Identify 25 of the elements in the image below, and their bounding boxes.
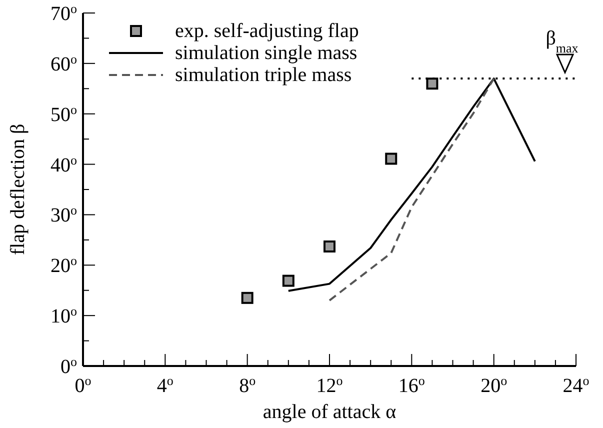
point: [241, 292, 254, 304]
point: [385, 152, 398, 165]
x-tick-label: 20$^{o}$: [480, 372, 508, 397]
y-tick-label: 70$^{o}$: [50, 0, 77, 25]
x-tick-label: 24$^{o}$: [562, 372, 590, 397]
x-axis-title: angle of attack α: [262, 401, 397, 423]
x-tick-label: 8$^{o}$: [239, 372, 256, 397]
y-tick-label: 60$^{o}$: [50, 50, 77, 76]
point: [324, 240, 336, 252]
y-tick-label: 50$^{o}$: [50, 101, 77, 126]
ref-line-label: β$_{max}$: [546, 28, 579, 56]
y-tick-label: 0$^{o}$: [60, 354, 77, 378]
y-axis-title: flap deflection β: [7, 124, 29, 256]
legend-label: exp. self-adjusting flap: [175, 20, 359, 42]
x-tick-label: 4$^{o}$: [156, 372, 174, 397]
y-tick-label: 20$^{o}$: [50, 252, 77, 278]
point: [426, 78, 438, 90]
x-tick-label: 16$^{o}$: [398, 372, 425, 397]
legend-label: simulation single mass: [175, 42, 358, 64]
x-tick-label: 12$^{o}$: [316, 372, 343, 397]
y-tick-label: 30$^{o}$: [50, 202, 77, 227]
y-tick-label: 40$^{o}$: [50, 152, 77, 176]
legend-label: simulation triple mass: [175, 64, 352, 86]
point: [282, 274, 294, 287]
y-tick-label: 10$^{o}$: [50, 303, 77, 328]
